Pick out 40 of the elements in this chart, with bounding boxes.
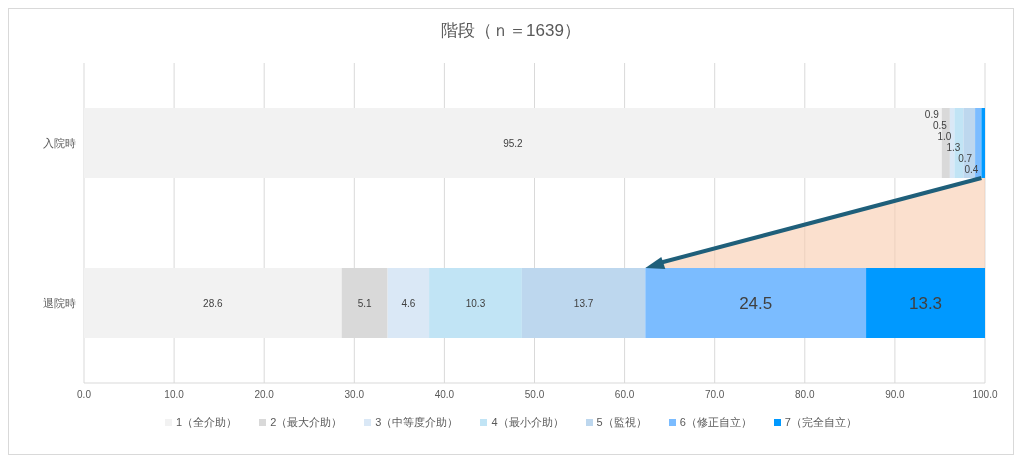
legend-label: 7（完全自立） bbox=[783, 415, 857, 430]
legend-label: 3（中等度介助） bbox=[374, 415, 459, 430]
x-tick-label: 80.0 bbox=[795, 389, 815, 401]
legend-label: 5（監視） bbox=[595, 415, 647, 430]
bar bbox=[387, 268, 430, 338]
x-tick-label: 70.0 bbox=[704, 389, 725, 401]
data-label: 0.4 bbox=[964, 164, 979, 175]
data-label: 28.6 bbox=[203, 297, 224, 309]
data-label: 24.5 bbox=[739, 293, 773, 313]
chart-title: 階段（ｎ＝1639） bbox=[440, 20, 582, 42]
data-label: 0.9 bbox=[924, 109, 940, 120]
y-tick-label: 退院時 bbox=[43, 296, 76, 309]
x-tick-label: 40.0 bbox=[434, 389, 455, 401]
x-tick-label: 50.0 bbox=[524, 389, 545, 401]
data-label: 4.6 bbox=[401, 297, 416, 309]
data-label: 13.7 bbox=[573, 297, 594, 309]
bar bbox=[521, 268, 646, 338]
data-label: 10.3 bbox=[465, 297, 486, 309]
bar bbox=[981, 108, 985, 178]
legend-label: 2（最大介助） bbox=[269, 415, 343, 430]
data-label: 1.0 bbox=[937, 131, 952, 142]
data-label: 95.2 bbox=[503, 137, 524, 149]
data-label: 13.3 bbox=[908, 293, 943, 313]
data-label: 5.1 bbox=[357, 297, 373, 309]
x-tick-label: 0.0 bbox=[77, 389, 92, 401]
bar bbox=[84, 268, 342, 338]
x-tick-label: 90.0 bbox=[885, 389, 906, 401]
data-label: 1.3 bbox=[946, 142, 961, 153]
data-label: 0.7 bbox=[958, 153, 973, 164]
x-tick-label: 30.0 bbox=[344, 389, 365, 401]
x-tick-label: 10.0 bbox=[164, 389, 185, 401]
bar bbox=[429, 268, 522, 338]
x-tick-label: 60.0 bbox=[614, 389, 635, 401]
legend-label: 4（最小介助） bbox=[490, 415, 564, 430]
legend-label: 1（全介助） bbox=[175, 415, 238, 430]
y-tick-label: 入院時 bbox=[43, 136, 76, 149]
x-tick-label: 20.0 bbox=[254, 389, 275, 401]
legend-label: 6（修正自立） bbox=[678, 415, 752, 430]
data-label: 0.5 bbox=[932, 120, 948, 131]
x-tick-label: 100.0 bbox=[972, 389, 998, 401]
